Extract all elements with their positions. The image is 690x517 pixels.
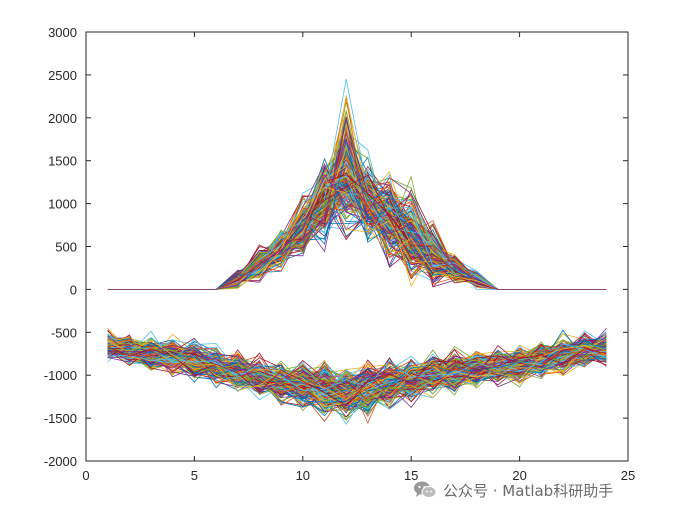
y-tick-label: -1500 [44, 411, 77, 426]
lower-series-line [107, 346, 607, 407]
lower-series-line [107, 341, 607, 413]
watermark-text: 公众号 · Matlab科研助手 [443, 481, 614, 500]
y-tick-label: 500 [55, 240, 77, 255]
wechat-icon [413, 480, 437, 500]
y-tick-label: 1500 [48, 154, 77, 169]
series-lines [107, 78, 607, 425]
y-tick-label: 0 [70, 282, 77, 297]
y-tick-label: -1000 [44, 368, 77, 383]
x-tick-label: 5 [191, 468, 198, 483]
watermark: 公众号 · Matlab科研助手 [413, 478, 613, 502]
upper-series-line [107, 174, 607, 290]
lower-series-line [107, 343, 607, 391]
lower-series-line [107, 339, 607, 401]
x-tick-label: 10 [296, 468, 310, 483]
y-tick-label: 2000 [48, 111, 77, 126]
lower-series-line [107, 344, 607, 399]
y-tick-label: -500 [51, 325, 77, 340]
y-tick-label: -2000 [44, 454, 77, 469]
y-tick-label: 3000 [48, 25, 77, 40]
lower-series-line [107, 342, 607, 407]
x-tick-label: 25 [621, 468, 635, 483]
y-tick-label: 2500 [48, 68, 77, 83]
axis-ticks: 0 5 10 15 20 25 -2000 -1500 -1000 -500 0 500 1000 150… [44, 25, 635, 483]
x-tick-label: 20 [512, 468, 526, 483]
x-tick-label: 15 [404, 468, 418, 483]
y-tick-label: 1000 [48, 197, 77, 212]
x-tick-label: 0 [82, 468, 89, 483]
